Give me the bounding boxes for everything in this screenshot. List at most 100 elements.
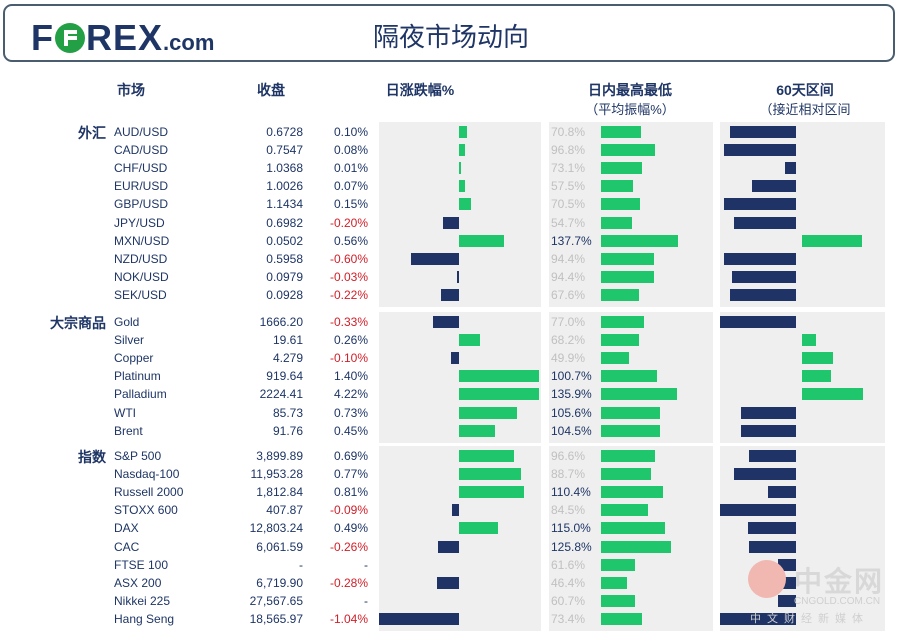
close-value: 3,899.89 [256,449,303,463]
range60-bar [724,198,796,211]
intraday-range-label: 94.4% [551,251,586,266]
intraday-range-label: 73.1% [551,161,586,176]
daily-change-bar [432,316,459,328]
intraday-range-bar [601,612,643,625]
daily-change-bar [459,424,495,437]
range60-bar [720,504,796,517]
change-value: 0.01% [333,161,368,176]
range60-bar [740,406,796,419]
close-value: 11,953.28 [250,467,304,482]
change-value: 0.56% [333,233,368,248]
category-label: 大宗商品 [50,315,106,331]
change-value: 0.26% [333,333,368,348]
logo-f: F [31,17,54,58]
market-name: EUR/USD [114,179,169,194]
daily-change-bar [456,270,459,283]
change-value: 0.15% [333,197,368,212]
intraday-range-bar [601,234,679,247]
intraday-range-label: 54.7% [551,215,586,230]
change-value: -0.09% [329,503,368,518]
intraday-range-label: 110.4% [551,485,591,500]
close-value: 4.279 [272,351,303,366]
range60-bar [732,270,796,283]
intraday-range-label: 61.6% [551,557,586,572]
intraday-range-label: 70.8% [551,125,586,139]
intraday-range-bar [601,424,660,437]
change-value: 4.22% [333,387,368,402]
market-name: NOK/USD [114,269,169,284]
market-name: Palladium [114,387,167,402]
intraday-range-bar [601,252,654,265]
range60-bar [802,388,864,401]
market-name: GBP/USD [114,197,169,212]
col-range60-sub: （接近相对区间 [759,102,851,117]
change-value: 0.49% [333,521,368,536]
intraday-range-label: 105.6% [551,405,592,420]
change-value: - [364,557,368,572]
intraday-range-bar [601,216,632,229]
change-value: -0.26% [329,539,368,554]
intraday-range-label: 49.9% [551,351,586,366]
intraday-range-bar [601,558,636,571]
daily-change-bar [379,612,459,625]
close-value: 0.0502 [266,233,303,248]
market-name: Silver [114,333,145,348]
range60-bar [802,234,862,247]
change-value: -0.20% [329,215,368,230]
daily-change-bar [459,388,539,401]
intraday-range-label: 84.5% [551,503,586,518]
daily-change-bar [441,288,459,301]
daily-change-bar [436,576,459,589]
range60-bar [724,252,796,265]
range60-bar [748,522,796,535]
range60-bar [733,216,796,229]
close-value: - [299,557,303,572]
forex-logo: F REX.com [31,18,214,63]
cngold-logo-icon [748,560,786,598]
logo-rex: REX [86,17,164,58]
intraday-range-bar [601,288,639,301]
market-name: ASX 200 [114,575,162,590]
close-value: 19.61 [272,333,303,348]
change-value: -0.60% [329,251,368,266]
intraday-range-bar [601,406,661,419]
market-name: CHF/USD [114,161,168,176]
intraday-range-label: 68.2% [551,333,586,348]
intraday-range-bar [601,126,641,138]
close-value: 27,567.65 [249,593,303,608]
daily-change-bar [443,216,459,229]
intraday-range-label: 46.4% [551,575,586,590]
range60-bar [749,450,796,462]
intraday-range-bar [601,594,635,607]
intraday-range-bar [601,540,672,553]
page-title: 隔夜市场动向 [373,22,530,52]
col-market-header: 市场 [117,82,145,98]
change-value: -0.03% [329,269,368,284]
header-banner: F REX.com 隔夜市场动向 [3,4,895,62]
col-hilo-sub: （平均振幅%） [585,102,675,117]
daily-change-bar [451,352,459,365]
range60-bar [778,594,796,607]
range60-bar [802,370,831,383]
intraday-range-bar [601,144,656,157]
watermark-url: CNGOLD.COM.CN [794,596,881,607]
range60-bar [802,334,817,347]
range60-bar [720,316,796,328]
close-value: 18,565.97 [249,611,303,626]
category-label: 指数 [78,449,106,465]
intraday-range-label: 96.6% [551,449,586,463]
range60-bar [751,180,796,193]
market-name: Gold [114,315,140,329]
daily-change-bar [459,162,461,175]
watermark-brand: 中金网 [794,566,885,597]
close-value: 407.87 [266,503,303,518]
intraday-range-label: 135.9% [551,387,592,402]
close-value: 1.0368 [266,161,303,176]
col-hilo-header: 日内最高最低 [588,82,672,98]
market-name: Nasdaq-100 [114,467,180,482]
close-value: 0.0979 [266,269,303,284]
market-name: NZD/USD [114,251,168,266]
intraday-range-label: 77.0% [551,315,586,329]
range60-bar [724,144,796,157]
col-change-header: 日涨跌幅% [385,82,455,98]
